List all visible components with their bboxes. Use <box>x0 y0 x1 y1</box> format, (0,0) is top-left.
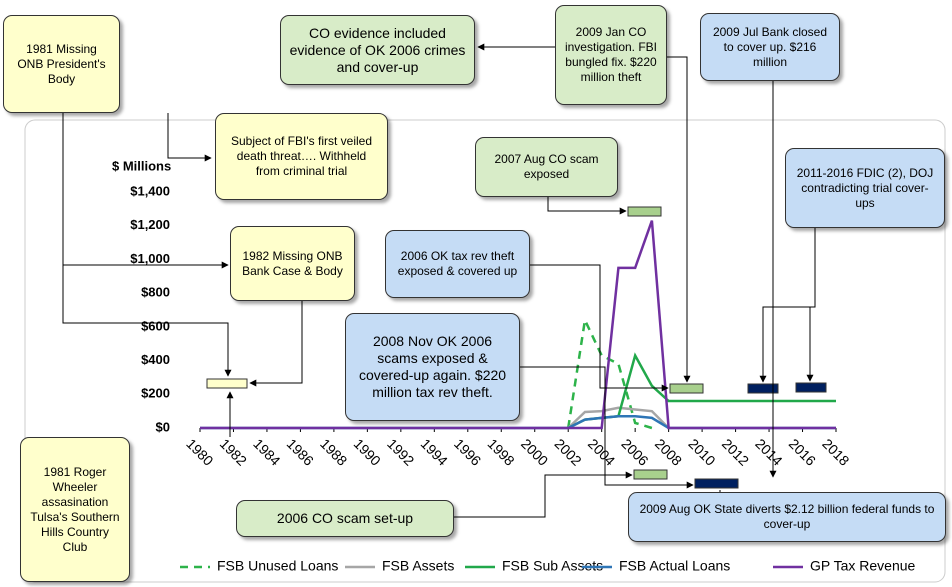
callout: 2009 Aug OK State diverts $2.12 billion … <box>628 492 946 542</box>
y-axis-label: $ Millions <box>112 158 171 173</box>
legend-item: FSB Assets <box>345 558 454 574</box>
y-tick-label: $0 <box>156 419 170 434</box>
y-tick-label: $200 <box>141 386 170 401</box>
callout: 2006 CO scam set-up <box>236 500 454 537</box>
callout: 2009 Jul Bank closed to cover up. $216 m… <box>700 13 840 81</box>
legend-label: FSB Unused Loans <box>217 558 338 574</box>
callout: 1981 Roger Wheeler assasination Tulsa's … <box>20 437 130 582</box>
y-tick-label: $1,000 <box>130 251 170 266</box>
callout: 2008 Nov OK 2006 scams exposed & covered… <box>345 313 520 421</box>
y-tick-label: $400 <box>141 352 170 367</box>
legend-item: FSB Unused Loans <box>180 558 338 574</box>
y-tick-label: $1,200 <box>130 217 170 232</box>
callout: 2006 OK tax rev theft exposed & covered … <box>385 230 530 298</box>
event-markers <box>206 206 827 489</box>
callout: 2011-2016 FDIC (2), DOJ contradicting tr… <box>785 148 945 228</box>
connectors <box>62 43 816 518</box>
legend-item: FSB Actual Loans <box>582 558 730 574</box>
legend-label: FSB Actual Loans <box>619 558 730 574</box>
y-tick-label: $800 <box>141 285 170 300</box>
legend-label: FSB Assets <box>382 558 454 574</box>
callout: 1982 Missing ONB Bank Case & Body <box>230 226 355 301</box>
callout: Subject of FBI's first veiled death thre… <box>215 113 388 200</box>
legend-item: GP Tax Revenue <box>773 558 916 574</box>
y-tick-label: $1,400 <box>130 183 170 198</box>
callout: 2009 Jan CO investigation. FBI bungled f… <box>555 5 667 105</box>
legend-item: FSB Sub Assets <box>465 558 603 574</box>
callout: 1981 Missing ONB President's Body <box>3 15 120 113</box>
callout: 2007 Aug CO scam exposed <box>475 137 618 197</box>
y-tick-label: $600 <box>141 318 170 333</box>
series-line <box>567 406 670 429</box>
legend-label: GP Tax Revenue <box>810 558 916 574</box>
legend-label: FSB Sub Assets <box>502 558 603 574</box>
series-line <box>200 220 836 430</box>
callout: CO evidence included evidence of OK 2006… <box>280 15 475 85</box>
